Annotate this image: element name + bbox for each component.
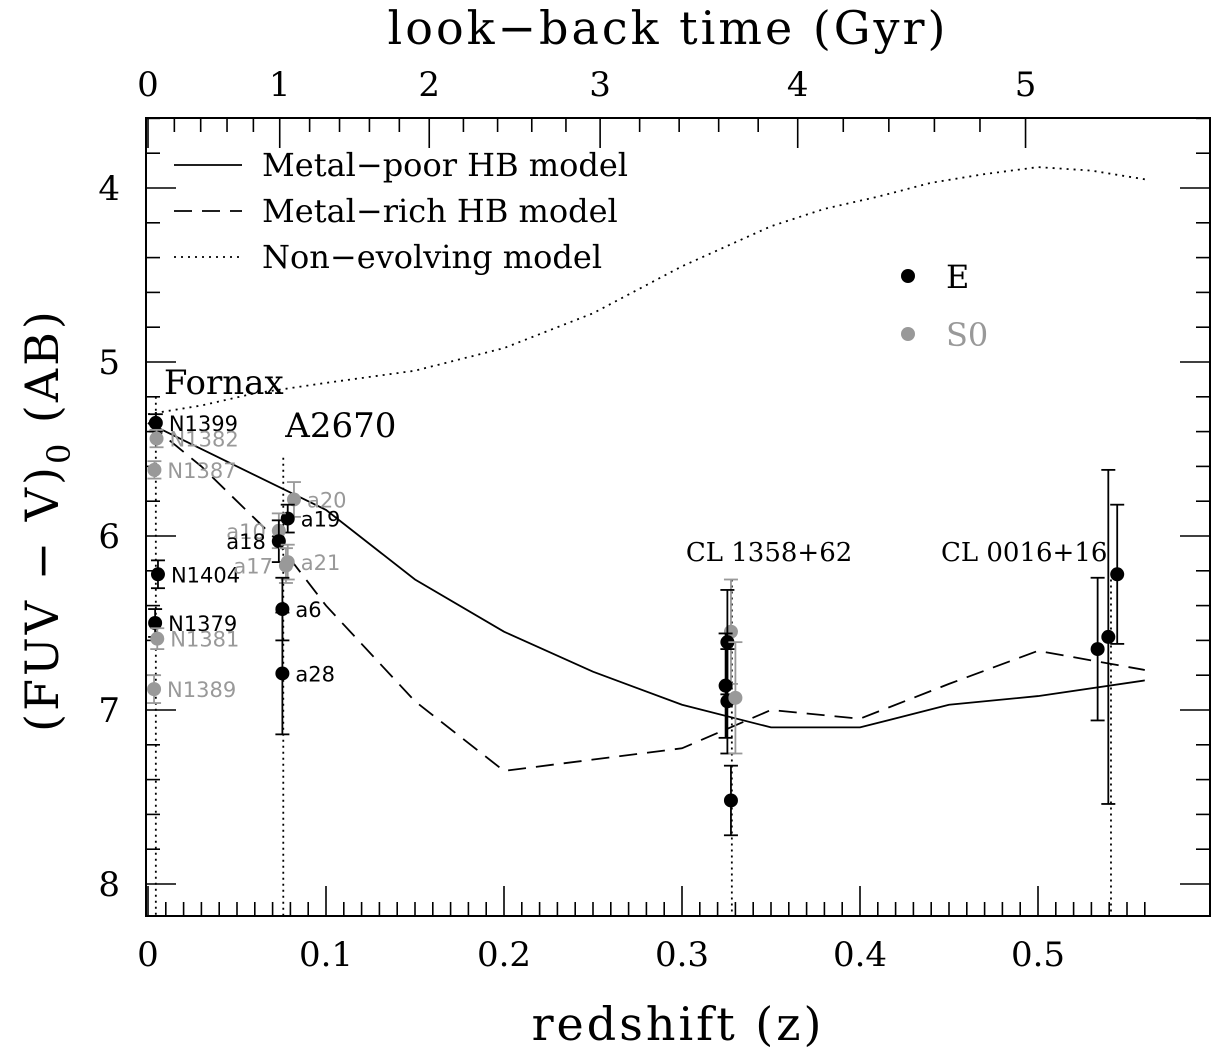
galaxy-label: a10 — [226, 520, 266, 544]
s0-galaxy-point — [147, 682, 162, 697]
elliptical-galaxy-point — [275, 666, 290, 681]
galaxy-label: a18 — [226, 530, 266, 554]
s0-galaxy-point — [728, 690, 743, 705]
elliptical-galaxy-point — [1101, 629, 1116, 644]
top-tick-label: 2 — [418, 65, 440, 105]
legend-label: Non−evolving model — [262, 238, 602, 276]
elliptical-galaxy-point — [1110, 567, 1125, 582]
plot-frame — [145, 117, 1211, 917]
legend-label: S0 — [946, 316, 988, 354]
s0-galaxy-point — [147, 462, 162, 477]
model-curve-solid — [147, 422, 1145, 729]
tick-labels: 0 0.1 0.2 0.3 0.4 0.5 0 1 2 3 4 5 4 5 6 7 8 — [98, 65, 1065, 975]
legend-label: E — [946, 258, 969, 296]
cluster-label: CL 1358+62 — [686, 538, 852, 568]
s0-galaxy-point — [286, 492, 301, 507]
galaxy-label: N1387 — [167, 459, 236, 483]
x-tick-label: 0.2 — [477, 935, 531, 975]
elliptical-galaxy-point — [148, 415, 163, 430]
s0-galaxy-point — [149, 431, 164, 446]
galaxy-label: N1399 — [169, 412, 238, 436]
y-axis-label-main: (FUV − V) — [15, 464, 69, 732]
galaxy-label: N1389 — [167, 678, 236, 702]
y-tick-label: 5 — [98, 343, 120, 383]
s0-galaxy-point — [150, 631, 165, 646]
galaxy-label: a6 — [295, 598, 321, 622]
top-tick-label: 3 — [589, 65, 611, 105]
top-tick-label: 5 — [1015, 65, 1037, 105]
y-tick-label: 6 — [98, 517, 120, 557]
elliptical-galaxy-point — [720, 635, 735, 650]
cluster-label: A2670 — [284, 406, 396, 446]
elliptical-galaxy-point — [723, 793, 738, 808]
legend-label: Metal−rich HB model — [262, 192, 618, 230]
legend-label: Metal−poor HB model — [262, 146, 628, 184]
top-axis-label: look−back time (Gyr) — [388, 1, 949, 55]
galaxy-label: a20 — [307, 488, 347, 512]
y-axis-label-subscript: 0 — [40, 441, 78, 464]
galaxy-label: a28 — [295, 662, 335, 686]
elliptical-galaxy-point — [280, 511, 295, 526]
top-tick-label: 0 — [137, 65, 159, 105]
legend: Metal−poor HB model Metal−rich HB model No… — [174, 146, 988, 354]
model-curve-dashed — [147, 422, 1145, 772]
y-tick-label: 7 — [98, 691, 120, 731]
legend-marker — [901, 327, 915, 341]
elliptical-galaxy-point — [150, 567, 165, 582]
cluster-label: Fornax — [164, 363, 284, 403]
galaxy-label: N1382 — [170, 428, 239, 452]
galaxy-label: a19 — [301, 508, 341, 532]
elliptical-galaxy-point — [271, 534, 286, 549]
y-tick-label: 4 — [98, 169, 120, 209]
galaxy-label: N1381 — [170, 628, 239, 652]
y-tick-label: 8 — [98, 865, 120, 905]
x-tick-label: 0 — [137, 935, 159, 975]
elliptical-galaxy-point — [1090, 642, 1105, 657]
x-tick-label: 0.4 — [833, 935, 887, 975]
elliptical-galaxy-point — [148, 616, 163, 630]
top-tick-label: 1 — [269, 65, 291, 105]
y-axis-label: (FUV − V)0 (AB) — [15, 308, 78, 732]
galaxy-label: a17 — [233, 555, 273, 579]
model-curve-dotted — [147, 166, 1145, 416]
x-tick-label: 0.3 — [655, 935, 709, 975]
cluster-label: CL 0016+16 — [941, 538, 1107, 568]
model-curves — [147, 166, 1145, 772]
s0-galaxy-point — [278, 558, 293, 573]
data-points: N1399N1382N1387N1404N1379N1381N1389a20a1… — [147, 412, 1125, 837]
legend-marker — [901, 269, 915, 283]
elliptical-galaxy-point — [718, 678, 733, 693]
y-axis-label-suffix: (AB) — [15, 308, 69, 441]
x-tick-label: 0.5 — [1011, 935, 1065, 975]
x-tick-label: 0.1 — [299, 935, 353, 975]
top-tick-label: 4 — [787, 65, 809, 105]
galaxy-label: a21 — [301, 551, 341, 575]
galaxy-label: N1404 — [171, 563, 240, 587]
galaxy-label: N1379 — [168, 612, 237, 636]
x-axis-label: redshift (z) — [532, 997, 825, 1051]
